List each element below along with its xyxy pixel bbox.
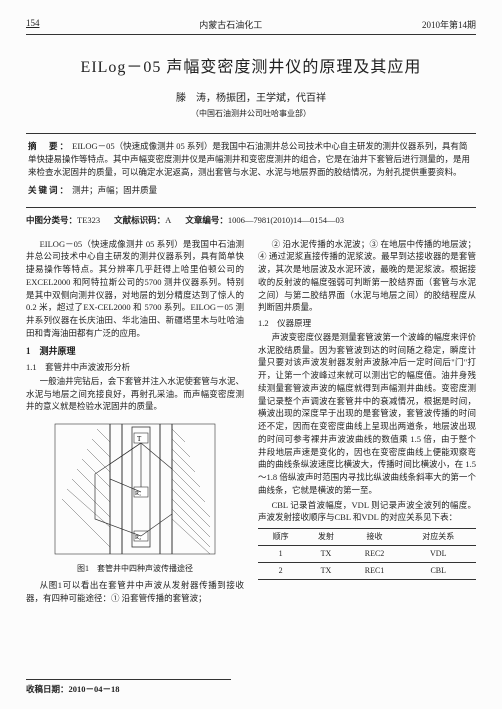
fig-label-r1: R₁ [135,491,141,497]
art-value: 1006—7981(2010)14—0154—03 [228,215,344,225]
td: CBL [401,563,476,580]
fig-label-r2: R₂ [135,535,141,541]
para-1-1: 一般油井完钻后，会下套管并注入水泥使套管与水泥、水泥与地层之间充接良好，再射孔采… [26,375,244,413]
table-header-row: 顺序 发射 接收 对应关系 [258,529,476,546]
para-r3: CBL 记录首波幅度，VDL 则记录声波全波列的幅度。声波发射接收顺序与CBL … [258,499,476,525]
abstract-text: EILOG－05（快速成像测井 05 系列）是我国中石油测井总公司技术中心自主研… [28,141,470,177]
td: REC2 [349,546,401,563]
subsection-1-2: 1.2 仪器原理 [258,317,476,330]
fig-label-t: T [137,435,142,443]
receive-date: 收稿日期：2010－04－18 [26,679,231,695]
page-number: 154 [26,18,40,31]
td: 1 [258,546,303,563]
body-columns: EILOG－05（快速成像测井 05 系列）是我国中石油测井总公司技术中心自主研… [26,238,476,607]
abstract-label: 摘 要： [28,141,70,151]
th-3: 对应关系 [401,529,476,546]
para-r1: ② 沿水泥传播的水泥波；③ 在地层中传播的地层波；④ 通过泥浆直接传播的泥浆波。… [258,238,476,315]
classification-line: 中图分类号：TE323 文献标识码：A 文章编号：1006—7981(2010)… [26,214,476,226]
affiliation: （中国石油测井公司吐哈事业部） [26,108,476,119]
doc-value: A [165,215,171,225]
td: REC1 [349,563,401,580]
page: 154 内蒙古石油化工 2010年第14期 EILog－05 声幅变密度测井仪的… [0,0,502,709]
figure-1: T R₁ R₂ [50,419,220,559]
table-row: 2 TX REC1 CBL [258,563,476,580]
subsection-1-1: 1.1 套管井中声波波形分析 [26,361,244,374]
article-title: EILog－05 声幅变密度测井仪的原理及其应用 [26,53,476,77]
intro-para: EILOG－05（快速成像测井 05 系列）是我国中石油测井总公司技术中心自主研… [26,238,244,340]
clc-label: 中图分类号： [26,215,77,225]
article-no: 文章编号：1006—7981(2010)14—0154—03 [185,214,344,226]
running-header: 154 内蒙古石油化工 2010年第14期 [26,18,476,35]
table-row: 1 TX REC2 VDL [258,546,476,563]
keywords: 关键词： 测井；声幅；固井质量 [28,184,474,197]
issue-info: 2010年第14期 [422,18,476,31]
td: 2 [258,563,303,580]
art-label: 文章编号： [185,215,228,225]
th-0: 顺序 [258,529,303,546]
abstract-block: 摘 要： EILOG－05（快速成像测井 05 系列）是我国中石油测井总公司技术… [26,133,476,208]
figure-1-svg: T R₁ R₂ [50,419,220,559]
left-column: EILOG－05（快速成像测井 05 系列）是我国中石油测井总公司技术中心自主研… [26,238,244,607]
clc-value: TE323 [77,215,100,225]
para-1-2: 从图1可以看出在套管井中声波从发射器传播到接收器，有四种可能途径：① 沿套管传播… [26,579,244,605]
td: VDL [401,546,476,563]
section-1: 1 测井原理 [26,345,244,359]
doc-label: 文献标识码： [114,215,165,225]
clc: 中图分类号：TE323 [26,214,100,226]
keywords-text: 测井；声幅；固井质量 [72,185,157,195]
doc-code: 文献标识码：A [114,214,171,226]
keywords-label: 关键词： [28,185,70,195]
right-column: ② 沿水泥传播的水泥波；③ 在地层中传播的地层波；④ 通过泥浆直接传播的泥浆波。… [258,238,476,607]
td: TX [303,546,348,563]
th-2: 接收 [349,529,401,546]
para-r2: 声波变密度仪器是测量套管波第一个波峰的幅度来评价水泥胶结质量。因为套管波到达的时… [258,331,476,497]
tx-rx-table: 顺序 发射 接收 对应关系 1 TX REC2 VDL 2 [258,528,476,580]
th-1: 发射 [303,529,348,546]
journal-name: 内蒙古石油化工 [199,18,262,31]
figure-1-caption: 图1 套管井中四种声波传播途径 [26,563,244,575]
receive-date-text: 收稿日期：2010－04－18 [26,684,120,694]
td: TX [303,563,348,580]
authors: 滕 涛，杨振团，王学斌，代百祥 [26,89,476,104]
